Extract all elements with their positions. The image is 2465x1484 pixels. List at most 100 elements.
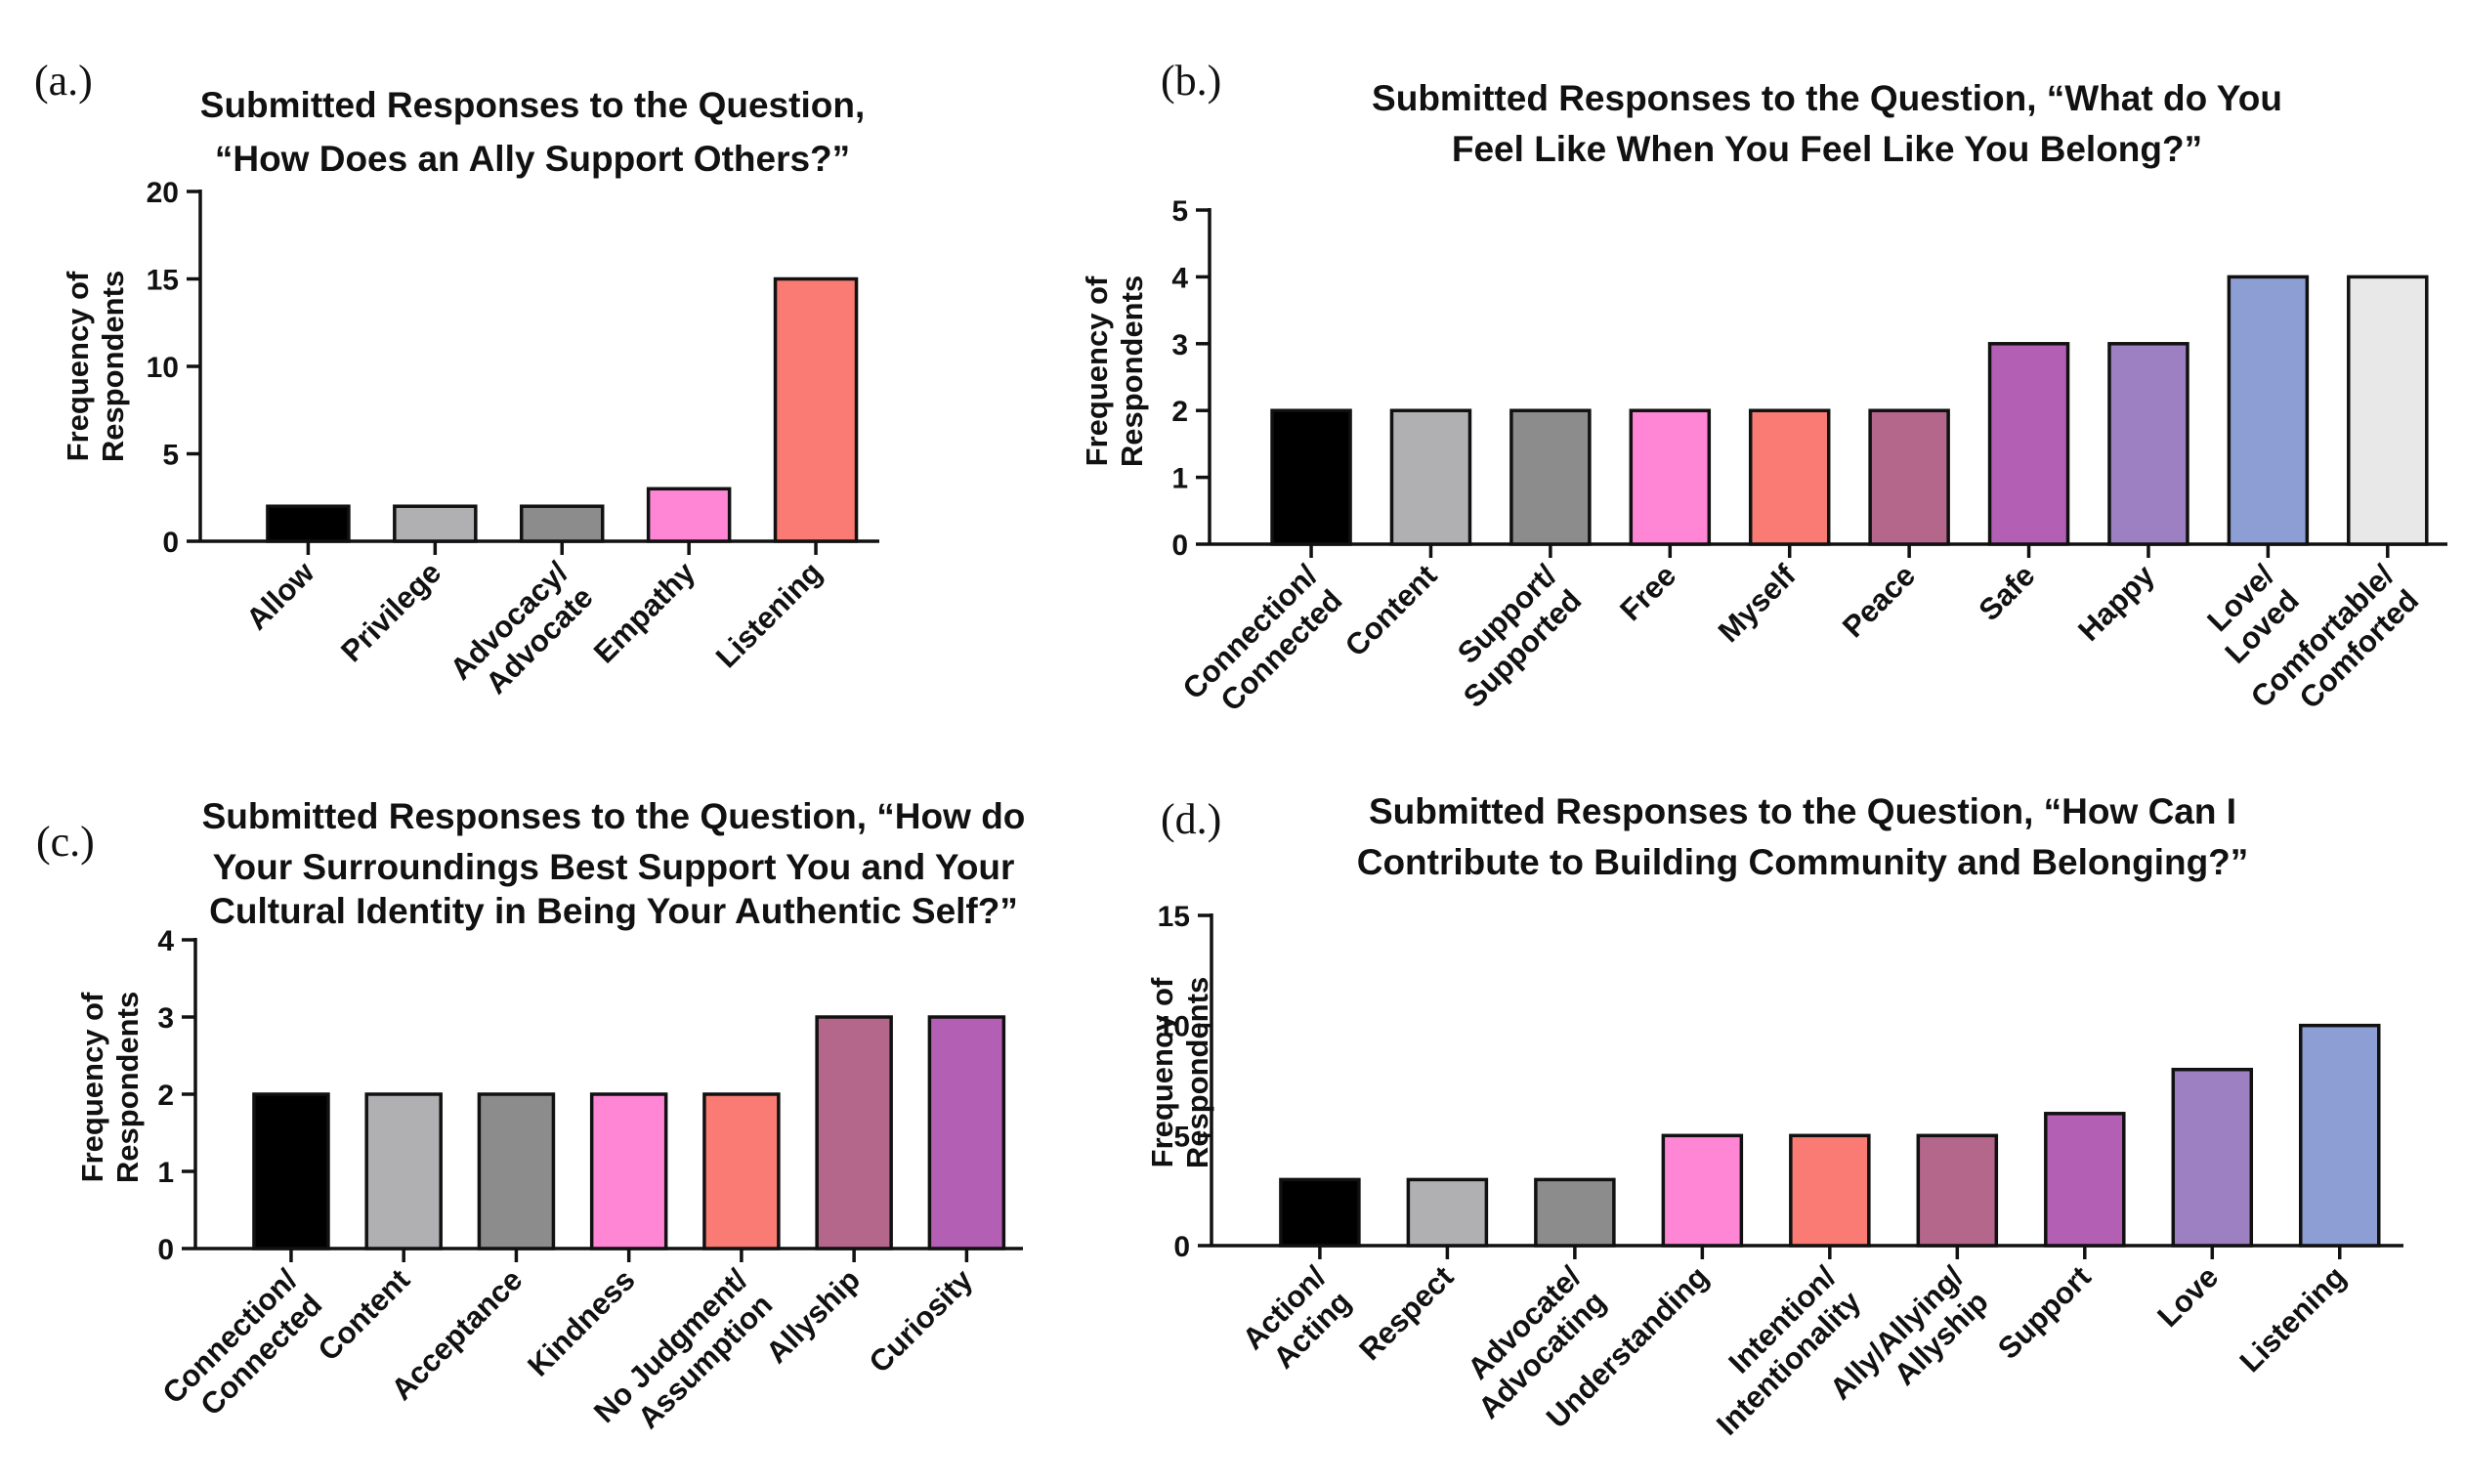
category-label: Privilege xyxy=(334,555,447,668)
category-label: Listening xyxy=(2233,1259,2353,1378)
y-tick-label: 5 xyxy=(1173,1121,1190,1153)
category-label-line: Content xyxy=(1339,558,1444,663)
bar xyxy=(1534,1177,1616,1248)
bar xyxy=(477,1092,556,1251)
category-label: Love xyxy=(2150,1259,2225,1334)
y-tick-label: 4 xyxy=(1171,262,1188,294)
y-tick-label: 20 xyxy=(147,177,179,209)
panel-label: (d.) xyxy=(1161,795,1221,843)
y-tick-label: 3 xyxy=(1171,329,1188,361)
y-axis-title-line: Frequency of xyxy=(1080,276,1114,466)
bar xyxy=(1389,408,1472,546)
bar xyxy=(589,1092,668,1251)
bar xyxy=(2227,275,2310,546)
bar xyxy=(1279,1177,1361,1248)
y-tick-label: 1 xyxy=(157,1157,174,1189)
chart-panel-b: (b.) Submitted Responses to the Question,… xyxy=(1080,57,2447,731)
panel-label: (b.) xyxy=(1161,57,1221,105)
bar xyxy=(1661,1133,1744,1248)
chart-title-line: Contribute to Building Community and Bel… xyxy=(1357,842,2249,882)
y-tick-label: 4 xyxy=(157,925,174,957)
category-label-line: Love xyxy=(2150,1259,2225,1334)
bar xyxy=(2107,342,2189,546)
bar xyxy=(1406,1177,1489,1248)
category-label-line: Privilege xyxy=(334,555,447,668)
category-label-line: Peace xyxy=(1836,558,1922,644)
category-label: Content xyxy=(312,1262,417,1368)
y-tick-label: 0 xyxy=(157,1234,174,1266)
category-label: Respect xyxy=(1352,1259,1460,1367)
category-label: Support xyxy=(1991,1259,2098,1366)
category-label-line: Allyship xyxy=(759,1262,867,1370)
category-label: Connection/Connected xyxy=(1176,558,1349,731)
chart-title-line: “How Does an Ally Support Others?” xyxy=(215,139,850,179)
category-label: Peace xyxy=(1836,558,1922,644)
bar xyxy=(2347,275,2429,546)
y-tick-label: 10 xyxy=(147,352,179,384)
bar xyxy=(1270,408,1352,546)
bar xyxy=(927,1015,1006,1251)
bar xyxy=(815,1015,893,1251)
category-label: Free xyxy=(1613,558,1682,627)
category-label: Support/Supported xyxy=(1431,558,1588,714)
chart-title-line: Submitted Responses to the Question, “Ho… xyxy=(1369,791,2236,831)
category-label: Empathy xyxy=(587,555,702,670)
category-label-line: Kindness xyxy=(521,1262,641,1382)
category-label: Happy xyxy=(2071,558,2161,648)
category-label-line: Support xyxy=(1991,1259,2098,1366)
category-label: Ally/Allying/Allyship xyxy=(1823,1259,1995,1431)
chart-title-line: Submitted Responses to the Question, xyxy=(200,85,865,125)
bar xyxy=(266,504,351,543)
y-tick-label: 5 xyxy=(162,440,179,472)
y-axis-title-line: Frequency of xyxy=(1145,977,1179,1167)
category-label-line: Empathy xyxy=(587,555,702,670)
y-tick-label: 2 xyxy=(157,1080,174,1112)
chart-panel-d: (d.) Submitted Responses to the Question,… xyxy=(1145,791,2403,1442)
category-label-line: Respect xyxy=(1352,1259,1460,1367)
y-tick-label: 0 xyxy=(1171,530,1188,562)
y-axis-title: Frequency ofRespondents xyxy=(1080,276,1149,467)
bar xyxy=(1987,342,2070,546)
bar xyxy=(2044,1112,2126,1248)
category-label-line: Safe xyxy=(1972,558,2041,627)
bar xyxy=(1509,408,1592,546)
category-label-line: Content xyxy=(312,1262,417,1368)
bar xyxy=(1789,1133,1871,1248)
bar xyxy=(1629,408,1712,546)
y-axis-title-line: Respondents xyxy=(96,271,130,462)
y-tick-label: 3 xyxy=(157,1002,174,1035)
category-label-line: Listening xyxy=(709,555,829,674)
category-label: Advocacy/Advocate xyxy=(444,555,600,711)
bar xyxy=(1748,408,1831,546)
chart-panel-a: (a.) Submitted Responses to the Question,… xyxy=(34,57,879,711)
y-tick-label: 15 xyxy=(1158,901,1190,933)
y-tick-label: 10 xyxy=(1158,1011,1190,1043)
y-tick-label: 0 xyxy=(1173,1231,1190,1263)
chart-title-line: Your Surroundings Best Support You and Y… xyxy=(213,847,1015,887)
chart-title-line: Cultural Identity in Being Your Authenti… xyxy=(209,891,1018,931)
y-tick-label: 15 xyxy=(147,265,179,297)
y-axis-title-line: Frequency of xyxy=(61,271,95,461)
chart-panel-c: (c.) Submitted Responses to the Question,… xyxy=(36,796,1025,1435)
category-label: Kindness xyxy=(521,1262,641,1382)
category-label: Action/Acting xyxy=(1236,1259,1358,1381)
bar xyxy=(1916,1133,1999,1248)
y-axis-title-line: Respondents xyxy=(110,992,145,1183)
category-label-line: Curiosity xyxy=(863,1262,980,1379)
y-tick-label: 5 xyxy=(1171,195,1188,228)
y-tick-label: 0 xyxy=(162,527,179,559)
y-axis-title-line: Respondents xyxy=(1115,276,1149,467)
bar xyxy=(2299,1023,2381,1248)
category-label-line: Listening xyxy=(2233,1259,2353,1378)
bar xyxy=(773,276,859,543)
bar xyxy=(252,1092,330,1251)
y-tick-label: 2 xyxy=(1171,396,1188,428)
category-label: Content xyxy=(1339,558,1444,663)
category-label: Myself xyxy=(1712,558,1803,649)
category-label-line: Happy xyxy=(2071,558,2161,648)
category-label: Intention/Intentionality xyxy=(1685,1259,1868,1442)
bar xyxy=(1868,408,1950,546)
y-axis-title: Frequency ofRespondents xyxy=(61,271,130,462)
y-axis-title: Frequency ofRespondents xyxy=(75,992,145,1183)
